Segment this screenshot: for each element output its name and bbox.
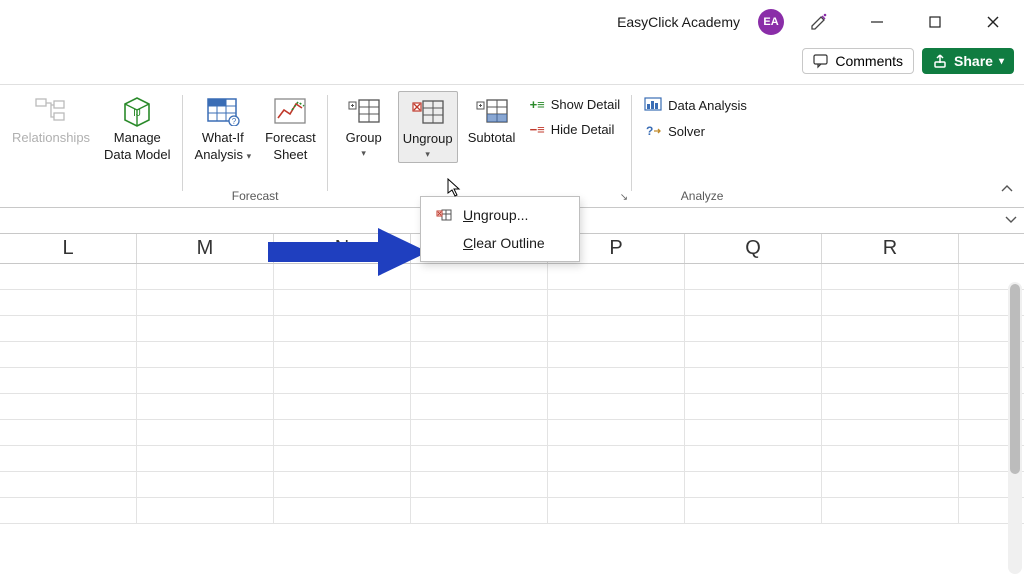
dialog-launcher-icon[interactable]: ↘ [620, 192, 628, 203]
forecast-sheet-button[interactable]: Forecast Sheet [261, 91, 320, 165]
hide-detail-button[interactable]: −≡ Hide Detail [526, 120, 625, 139]
chevron-down-icon: ▾ [247, 151, 252, 161]
solver-icon: ? [644, 123, 662, 139]
window-titlebar: EasyClick Academy EA [0, 0, 1024, 44]
close-button[interactable] [970, 7, 1016, 37]
ungroup-mini-icon [435, 208, 453, 222]
show-detail-label: Show Detail [551, 97, 620, 112]
ungroup-icon [410, 94, 446, 130]
dropdown-item-clear-outline[interactable]: Clear Outline [421, 229, 579, 257]
svg-text:IJ: IJ [133, 108, 141, 119]
spreadsheet-grid[interactable] [0, 264, 1024, 574]
whatif-label-2: Analysis [195, 147, 243, 162]
ribbon-collapse-button[interactable] [1000, 182, 1014, 201]
relationships-button[interactable]: Relationships [8, 91, 94, 148]
share-button[interactable]: Share ▾ [922, 48, 1014, 74]
subtotal-button[interactable]: Subtotal [464, 91, 520, 148]
forecast-sheet-label-1: Forecast [265, 131, 316, 146]
share-icon [932, 53, 948, 69]
scrollbar-thumb[interactable] [1010, 284, 1020, 474]
ungroup-label: Ungroup [403, 132, 453, 147]
solver-button[interactable]: ? Solver [640, 121, 709, 141]
whatif-icon: ? [205, 93, 241, 129]
vertical-scrollbar[interactable] [1008, 282, 1022, 574]
ribbon-group-datatools: Relationships IJ Manage Data Model [0, 85, 183, 207]
pen-icon[interactable] [796, 7, 842, 37]
data-analysis-button[interactable]: Data Analysis [640, 95, 751, 115]
formula-bar-expand-button[interactable] [1004, 212, 1018, 231]
whatif-button[interactable]: ? What-If Analysis ▾ [191, 91, 256, 165]
chevron-down-icon: ▾ [425, 149, 430, 160]
document-title: EasyClick Academy [617, 14, 740, 30]
data-model-label-1: Manage [114, 131, 161, 146]
svg-text:?: ? [232, 117, 237, 126]
svg-text:?: ? [646, 124, 653, 138]
minimize-button[interactable] [854, 7, 900, 37]
dropdown-clear-label: Clear Outline [463, 235, 545, 251]
cursor-icon [447, 178, 463, 203]
data-analysis-label: Data Analysis [668, 98, 747, 113]
ungroup-button[interactable]: Ungroup ▾ [398, 91, 458, 163]
hide-detail-icon: −≡ [530, 122, 545, 137]
forecast-sheet-icon [272, 93, 308, 129]
relationships-label: Relationships [12, 131, 90, 146]
group-label: Group [346, 131, 382, 146]
column-header[interactable]: Q [685, 234, 822, 263]
forecast-sheet-label-2: Sheet [273, 148, 307, 163]
comments-button[interactable]: Comments [802, 48, 914, 74]
share-label: Share [954, 53, 993, 69]
column-header[interactable]: R [822, 234, 959, 263]
ribbon-group-analyze: Data Analysis ? Solver Analyze [632, 85, 772, 207]
ungroup-dropdown: Ungroup... Clear Outline [420, 196, 580, 262]
group-label-datatools [90, 189, 93, 205]
data-model-label-2: Data Model [104, 148, 170, 163]
group-icon [346, 93, 382, 129]
group-button[interactable]: Group ▾ [336, 91, 392, 161]
data-model-icon: IJ [119, 93, 155, 129]
subtotal-icon [474, 93, 510, 129]
manage-data-model-button[interactable]: IJ Manage Data Model [100, 91, 174, 165]
relationships-icon [33, 93, 69, 129]
ribbon: Relationships IJ Manage Data Model ? Wha… [0, 84, 1024, 208]
data-analysis-icon [644, 97, 662, 113]
column-header[interactable]: M [137, 234, 274, 263]
show-detail-icon: +≡ [530, 97, 545, 112]
action-bar: Comments Share ▾ [0, 44, 1024, 84]
maximize-button[interactable] [912, 7, 958, 37]
show-detail-button[interactable]: +≡ Show Detail [526, 95, 625, 114]
ribbon-group-forecast: ? What-If Analysis ▾ Forecast Sheet Fore… [183, 85, 328, 207]
dropdown-item-ungroup[interactable]: Ungroup... [421, 201, 579, 229]
chevron-down-icon: ▾ [999, 56, 1004, 67]
ribbon-group-outline: Group ▾ Ungroup ▾ Subtotal +≡ Show Deta [328, 85, 632, 207]
annotation-arrow [268, 228, 428, 281]
chevron-down-icon: ▾ [361, 148, 366, 159]
column-header[interactable]: L [0, 234, 137, 263]
user-avatar[interactable]: EA [758, 9, 784, 35]
group-label-forecast: Forecast [232, 189, 279, 205]
solver-label: Solver [668, 124, 705, 139]
comment-icon [813, 53, 829, 69]
subtotal-label: Subtotal [468, 131, 516, 146]
group-label-analyze: Analyze [681, 189, 724, 205]
comments-label: Comments [835, 53, 903, 69]
whatif-label-1: What-If [202, 130, 244, 145]
dropdown-ungroup-label: Ungroup... [463, 207, 528, 223]
hide-detail-label: Hide Detail [551, 122, 615, 137]
